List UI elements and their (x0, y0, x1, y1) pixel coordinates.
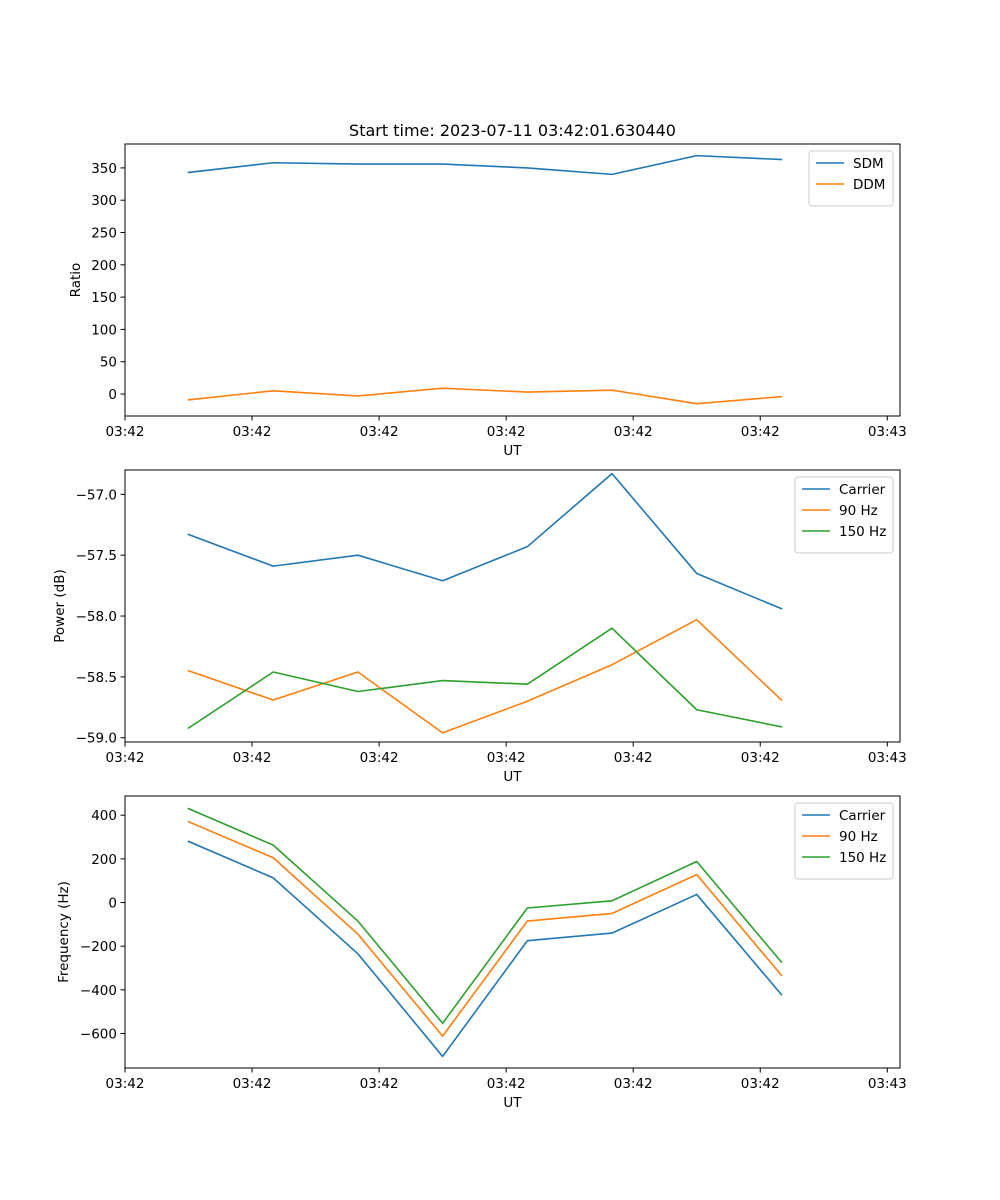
legend-frame (794, 476, 894, 554)
series-line-90-hz (187, 618, 783, 734)
x-tick-label: 03:42 (360, 1076, 399, 1092)
x-tick-label: 03:42 (233, 750, 272, 766)
x-tick-label: 03:42 (106, 750, 145, 766)
legend-frame (808, 150, 894, 207)
y-tick-label: −57.5 (76, 548, 117, 564)
x-tick-label: 03:42 (360, 424, 399, 440)
series-line-carrier (187, 840, 783, 1058)
axes-power: 03:42 03:42 03:42 03:42 03:42 03:42 03:43 UT −59… (52, 469, 907, 785)
legend: SDM DDM (808, 150, 894, 207)
y-axis-label: Frequency (Hz) (56, 881, 72, 983)
axes-frame (124, 469, 901, 743)
series-line-ddm (187, 387, 783, 405)
legend: Carrier 90 Hz 150 Hz (794, 802, 894, 880)
x-tick-label: 03:42 (487, 750, 526, 766)
x-tick-label: 03:42 (233, 424, 272, 440)
y-tick-label: 250 (91, 226, 117, 242)
legend-label: Carrier (839, 808, 886, 824)
axes-ratio: 03:42 03:42 03:42 03:42 03:42 03:42 03:43 UT 0 50… (68, 143, 907, 459)
y-tick-label: 100 (91, 322, 117, 338)
y-tick-label: −57.0 (76, 487, 117, 503)
y-tick-label: −58.5 (76, 670, 117, 686)
legend-label: Carrier (839, 482, 886, 498)
legend-label: 150 Hz (839, 850, 886, 866)
y-tick-label: −59.0 (76, 731, 117, 747)
axes-frame (124, 143, 901, 417)
figure-title: Start time: 2023-07-11 03:42:01.630440 (349, 121, 676, 140)
y-tick-label: 200 (91, 852, 117, 868)
y-tick-label: −400 (80, 983, 117, 999)
axes-frame (124, 795, 901, 1069)
series-line-sdm (187, 154, 783, 176)
legend-label: SDM (853, 156, 884, 172)
x-axis-label: UT (503, 443, 522, 459)
series-line-90-hz (187, 820, 783, 1037)
legend: Carrier 90 Hz 150 Hz (794, 476, 894, 554)
x-tick-label: 03:42 (741, 424, 780, 440)
x-tick-label: 03:43 (868, 750, 907, 766)
x-tick-label: 03:42 (614, 1076, 653, 1092)
x-tick-label: 03:42 (106, 1076, 145, 1092)
legend-label: 150 Hz (839, 524, 886, 540)
x-tick-label: 03:42 (360, 750, 399, 766)
x-tick-label: 03:43 (868, 424, 907, 440)
x-tick-label: 03:42 (741, 750, 780, 766)
y-tick-label: 150 (91, 290, 117, 306)
y-tick-label: 300 (91, 193, 117, 209)
legend-label: 90 Hz (839, 503, 878, 519)
legend-frame (794, 802, 894, 880)
legend-label: 90 Hz (839, 829, 878, 845)
series-line-150-hz (187, 807, 783, 1025)
legend-label: DDM (853, 177, 885, 193)
x-tick-label: 03:42 (741, 1076, 780, 1092)
y-tick-label: −200 (80, 939, 117, 955)
y-tick-label: −600 (80, 1027, 117, 1043)
y-axis-label: Ratio (68, 263, 84, 298)
x-tick-label: 03:42 (487, 1076, 526, 1092)
x-tick-label: 03:43 (868, 1076, 907, 1092)
series-line-carrier (187, 472, 783, 610)
y-tick-label: 0 (108, 387, 117, 403)
y-tick-label: 0 (108, 896, 117, 912)
y-axis-label: Power (dB) (52, 569, 68, 642)
y-tick-label: 200 (91, 258, 117, 274)
axes-frequency: 03:42 03:42 03:42 03:42 03:42 03:42 03:43 UT −60… (56, 795, 907, 1111)
x-tick-label: 03:42 (487, 424, 526, 440)
series-line-150-hz (187, 627, 783, 730)
x-tick-label: 03:42 (614, 750, 653, 766)
y-tick-label: 50 (100, 355, 117, 371)
y-tick-label: 400 (91, 808, 117, 824)
y-tick-label: 350 (91, 161, 117, 177)
x-axis-label: UT (503, 1095, 522, 1111)
x-tick-label: 03:42 (614, 424, 653, 440)
x-tick-label: 03:42 (106, 424, 145, 440)
x-axis-label: UT (503, 769, 522, 785)
y-tick-label: −58.0 (76, 609, 117, 625)
axes-container: 03:42 03:42 03:42 03:42 03:42 03:42 03:43 UT 0 50… (52, 143, 907, 1111)
x-tick-label: 03:42 (233, 1076, 272, 1092)
